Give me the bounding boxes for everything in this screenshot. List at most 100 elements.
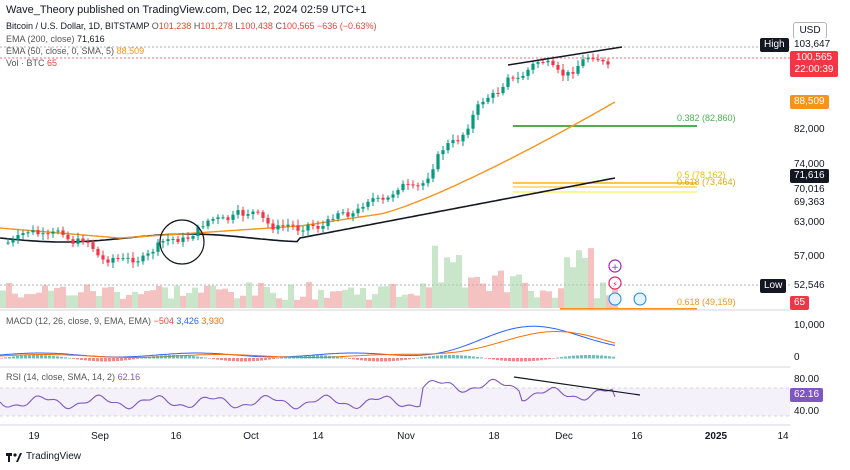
candle-body [261, 212, 265, 218]
macd-hist-bar [528, 358, 531, 362]
volume-bar [414, 295, 420, 308]
macd-hist-bar [208, 358, 211, 359]
candle-body [486, 97, 490, 102]
macd-hist-bar [420, 357, 423, 359]
candle-body [21, 233, 25, 236]
volume-bar [234, 298, 240, 308]
candle-body [391, 194, 395, 198]
macd-hist-bar [284, 356, 287, 359]
volume-bar [174, 285, 180, 308]
volume-bar [354, 294, 360, 308]
macd-hist-bar [12, 356, 15, 359]
macd-hist-bar [356, 358, 359, 360]
macd-hist-bar [504, 358, 507, 361]
volume-bar [186, 293, 192, 308]
volume-bar [132, 291, 138, 308]
volume-bar [30, 294, 36, 308]
macd-hist-bar [400, 358, 403, 361]
macd-hist-bar [324, 355, 327, 359]
candle-body [161, 241, 165, 243]
volume-bar [228, 291, 234, 308]
ema50-legend[interactable]: EMA (50, close, 0, SMA, 5) 88,509 [6, 46, 144, 56]
volume-bar [336, 291, 342, 308]
macd-hist-bar [76, 358, 79, 360]
macd-hist-bar [304, 355, 307, 359]
macd-hist-bar [40, 355, 43, 359]
volume-bar [606, 295, 612, 308]
macd-hist-bar [536, 358, 539, 361]
close-label: C [275, 21, 282, 31]
candle-body [596, 59, 600, 61]
candle-body [271, 223, 275, 230]
volume-bar [324, 297, 330, 308]
volume-bar [60, 286, 66, 308]
volume-bar [558, 288, 564, 308]
volume-bar [402, 294, 408, 308]
macd-hist-bar [156, 355, 159, 359]
volume-bar [12, 293, 18, 308]
candle-body [211, 218, 215, 221]
volume-bar [564, 257, 570, 308]
footer-brand-text: TradingView [26, 451, 82, 462]
macd-hist-bar [264, 358, 267, 361]
volume-legend[interactable]: Vol · BTC 65 [6, 58, 57, 68]
highlight-circle [159, 219, 205, 265]
candle-body [306, 224, 310, 231]
macd-legend[interactable]: MACD (12, 26, close, 9, EMA, EMA) −504 3… [6, 316, 224, 326]
macd-hist-bar [236, 358, 239, 362]
rsi-legend[interactable]: RSI (14, close, SMA, 14, 2) 62.16 [6, 372, 140, 382]
macd-hist-bar [308, 355, 311, 359]
macd-hist-bar [596, 355, 599, 359]
macd-hist-bar [488, 358, 491, 360]
x-tick: 16 [170, 431, 182, 442]
candle-body [81, 238, 85, 242]
volume-bar [600, 282, 606, 308]
macd-hist-bar [392, 358, 395, 362]
volume-bar [570, 267, 576, 308]
volume-bar [0, 290, 6, 308]
macd-hist-bar [348, 358, 351, 359]
high-tag-value: 103,647 [790, 38, 835, 52]
low-tag-value: 52,546 [790, 279, 829, 293]
macd-hist-bar [412, 358, 415, 359]
volume-bar [492, 275, 498, 308]
ema200-legend[interactable]: EMA (200, close) 71,616 [6, 34, 105, 44]
volume-bar [366, 299, 372, 308]
candle-body [546, 60, 550, 63]
candle-body [76, 238, 80, 244]
macd-hist-bar [452, 355, 455, 359]
publisher-caption: Wave_Theory published on TradingView.com… [6, 4, 367, 16]
macd-hist-bar [88, 358, 91, 361]
volume-bar [486, 291, 492, 308]
macd-hist-bar [272, 358, 275, 360]
price-axis[interactable]: High 103,647 100,565 22:00:39 88,509 82,… [760, 0, 850, 470]
macd-hist-bar [440, 355, 443, 359]
footer-brand[interactable]: TradingView [6, 451, 81, 462]
candle-body [141, 255, 145, 262]
low-value: 100,438 [240, 21, 273, 31]
ema50-tag: 88,509 [790, 95, 829, 109]
candle-body [176, 238, 180, 242]
volume-label: Vol · BTC [6, 58, 45, 68]
macd-hist-bar [328, 355, 331, 359]
symbol-legend: Bitcoin / U.S. Dollar, 1D, BITSTAMP O101… [6, 21, 377, 31]
macd-hist-bar [84, 358, 87, 361]
macd-hist-bar [132, 358, 135, 360]
candle-body [406, 183, 410, 185]
candle-body [441, 150, 445, 155]
candle-body [361, 206, 365, 209]
candle-body [566, 72, 570, 76]
candle-body [481, 101, 485, 105]
macd-hist-bar [556, 357, 559, 359]
candle-body [411, 184, 415, 186]
macd-hist-bar [60, 356, 63, 359]
x-tick: Oct [243, 431, 259, 442]
volume-bar [150, 290, 156, 308]
macd-hist-bar [184, 355, 187, 359]
rsi-divergence-line [513, 376, 641, 396]
tradingview-logo-icon [6, 452, 22, 462]
price-tick-69363: 69,363 [794, 197, 825, 208]
price-tag-70016: 70,016 [794, 184, 825, 195]
macd-hist-bar [204, 357, 207, 359]
price-chart[interactable]: + ⚡ [0, 0, 790, 428]
